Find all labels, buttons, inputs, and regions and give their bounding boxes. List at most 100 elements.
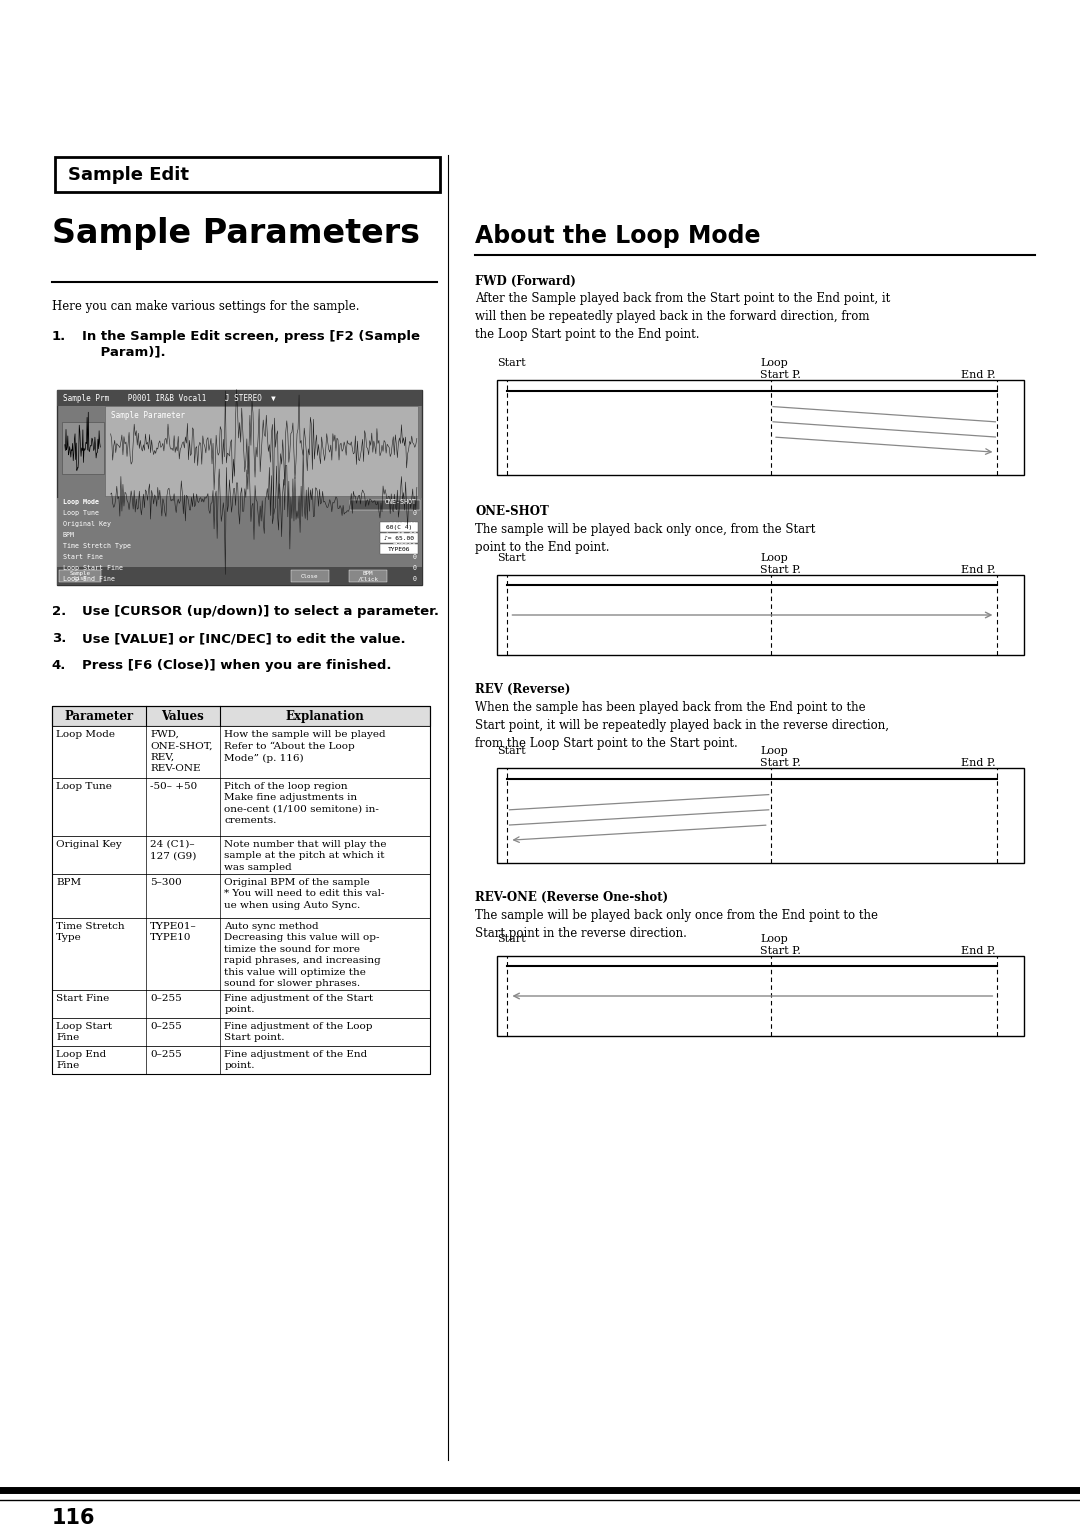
Text: FWD (Forward): FWD (Forward) — [475, 275, 576, 287]
Text: 0: 0 — [413, 555, 417, 561]
Text: Start: Start — [497, 553, 526, 562]
Text: 0: 0 — [413, 510, 417, 516]
Text: Pitch of the loop region
Make fine adjustments in
one-cent (1/100 semitone) in-
: Pitch of the loop region Make fine adjus… — [225, 782, 379, 825]
Text: 0–255: 0–255 — [150, 995, 181, 1002]
Text: Start: Start — [497, 358, 526, 368]
Text: Parameter: Parameter — [65, 709, 134, 723]
Text: Loop Start Fine: Loop Start Fine — [63, 565, 123, 571]
Text: ♪= 65.00: ♪= 65.00 — [384, 536, 415, 541]
Text: TYPE01–
TYPE10: TYPE01– TYPE10 — [150, 921, 197, 943]
Bar — [52, 1047, 430, 1074]
Bar — [497, 769, 1024, 863]
Bar — [350, 500, 420, 510]
Text: REV-ONE (Reverse One-shot): REV-ONE (Reverse One-shot) — [475, 891, 669, 905]
Text: 5–300: 5–300 — [150, 879, 181, 886]
Text: Original Key: Original Key — [63, 521, 110, 527]
Text: ONE-SHOT: ONE-SHOT — [384, 500, 417, 506]
Bar — [62, 422, 104, 474]
Text: Sample Edit: Sample Edit — [68, 165, 189, 183]
Bar — [349, 570, 388, 582]
Text: Use [VALUE] or [INC/DEC] to edit the value.: Use [VALUE] or [INC/DEC] to edit the val… — [82, 633, 406, 645]
Text: 24 (C1)–
127 (G9): 24 (C1)– 127 (G9) — [150, 840, 197, 860]
Bar — [497, 575, 1024, 656]
Text: Fine adjustment of the Loop
Start point.: Fine adjustment of the Loop Start point. — [225, 1022, 373, 1042]
Text: Loop
Start P.: Loop Start P. — [760, 358, 801, 379]
Bar — [380, 544, 418, 555]
Text: How the sample will be played
Refer to “About the Loop
Mode” (p. 116): How the sample will be played Refer to “… — [225, 730, 386, 762]
Text: 2.: 2. — [52, 605, 66, 617]
Bar — [57, 390, 422, 585]
Text: TYPE06: TYPE06 — [393, 542, 417, 549]
Bar — [52, 918, 430, 990]
Text: Note number that will play the
sample at the pitch at which it
was sampled: Note number that will play the sample at… — [225, 840, 387, 872]
Text: BPM
/Click: BPM /Click — [357, 570, 379, 581]
Text: Loop Tune: Loop Tune — [56, 782, 112, 792]
Bar — [52, 990, 430, 1018]
Text: When the sample has been played back from the End point to the
Start point, it w: When the sample has been played back fro… — [475, 701, 889, 750]
Text: Fine adjustment of the Start
point.: Fine adjustment of the Start point. — [225, 995, 374, 1015]
Bar — [497, 380, 1024, 475]
Text: End P.: End P. — [960, 946, 996, 957]
Text: Auto sync method
Decreasing this value will op-
timize the sound for more
rapid : Auto sync method Decreasing this value w… — [225, 921, 381, 989]
Text: Fine adjustment of the End
point.: Fine adjustment of the End point. — [225, 1050, 367, 1071]
Text: BPM: BPM — [63, 532, 75, 538]
Text: Explanation: Explanation — [285, 709, 364, 723]
Text: Time Stretch Type: Time Stretch Type — [63, 542, 131, 549]
Bar — [380, 523, 418, 532]
Text: 60(C 4): 60(C 4) — [389, 521, 417, 527]
Text: The sample will be played back only once from the End point to the
Start point i: The sample will be played back only once… — [475, 909, 878, 940]
Bar — [59, 570, 102, 582]
Bar — [52, 874, 430, 918]
Bar — [52, 706, 430, 726]
Text: Original Key: Original Key — [56, 840, 122, 850]
Bar — [52, 706, 430, 1074]
Text: End P.: End P. — [960, 370, 996, 380]
Text: FWD,
ONE-SHOT,
REV,
REV-ONE: FWD, ONE-SHOT, REV, REV-ONE — [150, 730, 213, 773]
Text: The sample will be played back only once, from the Start
point to the End point.: The sample will be played back only once… — [475, 523, 815, 555]
Text: In the Sample Edit screen, press [F2 (Sample
    Param)].: In the Sample Edit screen, press [F2 (Sa… — [82, 330, 420, 358]
Bar — [57, 390, 422, 406]
Text: Press [F6 (Close)] when you are finished.: Press [F6 (Close)] when you are finished… — [82, 659, 392, 672]
Bar — [55, 157, 440, 193]
Text: Loop
Start P.: Loop Start P. — [760, 553, 801, 575]
Text: Loop End
Fine: Loop End Fine — [56, 1050, 107, 1071]
Text: End P.: End P. — [960, 758, 996, 769]
Text: Sample Parameters: Sample Parameters — [52, 217, 420, 251]
Text: 60(C 4): 60(C 4) — [387, 524, 413, 530]
Text: Loop Tune: Loop Tune — [63, 510, 98, 516]
Bar — [291, 570, 328, 582]
Text: Close: Close — [301, 573, 319, 579]
Text: Use [CURSOR (up/down)] to select a parameter.: Use [CURSOR (up/down)] to select a param… — [82, 605, 440, 617]
Text: 0–255: 0–255 — [150, 1022, 181, 1031]
Bar — [52, 778, 430, 836]
Text: Start Fine: Start Fine — [63, 555, 103, 561]
Text: 3.: 3. — [52, 633, 66, 645]
Text: TYPE06: TYPE06 — [388, 547, 410, 552]
Text: ONE-SHOT: ONE-SHOT — [475, 504, 549, 518]
Text: Loop
Start P.: Loop Start P. — [760, 746, 801, 767]
Text: Start: Start — [497, 746, 526, 756]
Bar — [380, 533, 418, 542]
Text: ♪= 65.00: ♪= 65.00 — [384, 532, 417, 538]
Text: 4.: 4. — [52, 659, 66, 672]
Text: 0–255: 0–255 — [150, 1050, 181, 1059]
Text: 0: 0 — [413, 576, 417, 582]
Text: After the Sample played back from the Start point to the End point, it
will then: After the Sample played back from the St… — [475, 292, 890, 341]
Text: BPM: BPM — [56, 879, 81, 886]
Text: Time Stretch
Type: Time Stretch Type — [56, 921, 125, 943]
Text: Here you can make various settings for the sample.: Here you can make various settings for t… — [52, 299, 360, 313]
Text: 1.: 1. — [52, 330, 66, 342]
Text: Original BPM of the sample
* You will need to edit this val-
ue when using Auto : Original BPM of the sample * You will ne… — [225, 879, 384, 909]
Text: 116: 116 — [52, 1508, 95, 1528]
Text: Start Fine: Start Fine — [56, 995, 109, 1002]
Bar — [57, 498, 422, 567]
Bar — [52, 836, 430, 874]
Bar — [57, 567, 422, 585]
Text: -50– +50: -50– +50 — [150, 782, 198, 792]
Bar — [52, 726, 430, 778]
Text: Sample Prm    P0001 IR&B Vocal1    J STEREO  ▼: Sample Prm P0001 IR&B Vocal1 J STEREO ▼ — [63, 394, 275, 402]
Text: Values: Values — [162, 709, 204, 723]
Text: Start: Start — [497, 934, 526, 944]
Text: Loop End Fine: Loop End Fine — [63, 576, 114, 582]
Bar — [105, 406, 418, 497]
